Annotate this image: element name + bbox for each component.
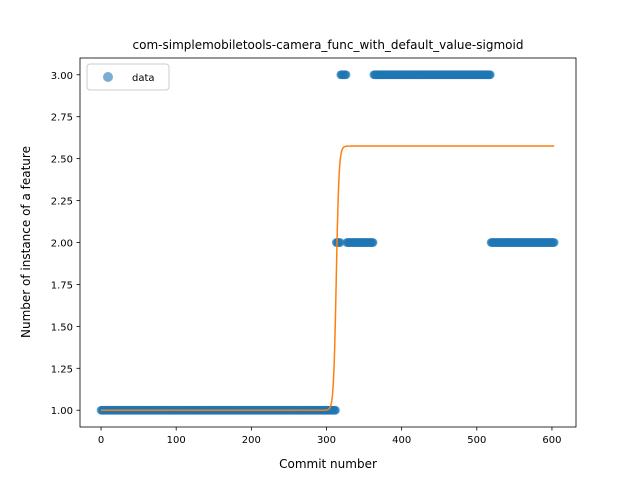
y-tick-label: 2.50 [51,155,73,166]
x-tick-label: 200 [242,435,261,446]
y-tick-label: 2.00 [51,239,73,250]
y-tick-label: 3.00 [51,71,73,82]
y-axis-label: Number of instance of a feature [19,146,33,338]
legend-box [86,63,170,91]
legend-marker-data [103,72,113,82]
x-tick-label: 400 [392,435,411,446]
x-tick-label: 500 [467,435,486,446]
x-tick-label: 600 [542,435,561,446]
data-point [549,238,559,247]
data-point [368,238,378,247]
data-point [331,405,340,415]
y-tick-label: 1.00 [51,406,73,417]
plot-marks [96,70,559,415]
y-tick-label: 1.75 [51,280,73,291]
legend-label-data: data [132,73,155,84]
y-tick-label: 2.25 [51,197,73,208]
y-tick-label: 1.25 [51,364,73,375]
x-tick-label: 100 [167,435,186,446]
x-tick-label: 0 [98,435,104,446]
fit-line [101,145,555,411]
data-point [485,70,495,80]
x-tick-label: 300 [317,435,336,446]
chart-title: com-simplemobiletools-camera_func_with_d… [133,38,524,52]
data-point [341,70,351,80]
y-tick-label: 2.75 [51,113,73,124]
legend: data [86,63,170,91]
y-tick-label: 1.50 [51,322,73,333]
plot-area: 0 100 200 300 400 500 600 1.00 1.25 1.50 1.75 2.00 2… [51,57,577,446]
x-axis-label: Commit number [279,457,377,471]
